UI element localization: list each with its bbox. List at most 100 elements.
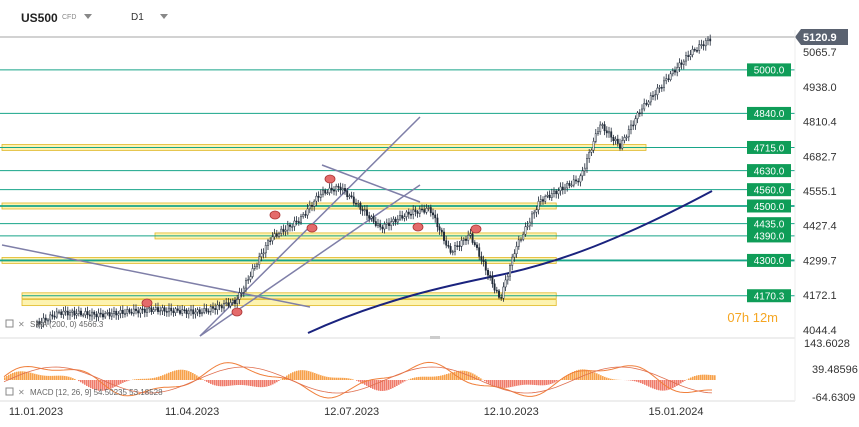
macd-histogram-bar (98, 380, 100, 391)
candle-body (227, 302, 230, 307)
candle-body (438, 226, 441, 231)
macd-histogram-bar (384, 380, 386, 391)
macd-histogram-bar (440, 375, 442, 380)
candle-body (161, 307, 164, 312)
macd-histogram-bar (708, 374, 710, 380)
candle-body (425, 208, 428, 213)
candle-body (403, 216, 406, 219)
level-label-box (747, 63, 791, 77)
indicator-settings-icon[interactable] (5, 319, 14, 328)
macd-histogram-bar (448, 373, 450, 380)
macd-histogram-bar (282, 378, 284, 380)
trend-line[interactable] (321, 164, 421, 203)
pivot-marker[interactable] (269, 210, 281, 220)
instrument-type: CFD (62, 14, 77, 21)
macd-histogram-bar (534, 380, 536, 386)
macd-histogram-bar (490, 380, 492, 385)
macd-histogram-bar (116, 380, 118, 386)
candle-body (502, 286, 505, 299)
macd-histogram-bar (388, 380, 390, 390)
candle-body (361, 209, 364, 212)
panel-resize-handle[interactable] (430, 336, 440, 339)
candle-body (181, 309, 184, 314)
candle-body (366, 209, 368, 216)
candle-body (337, 185, 340, 188)
candle-body (126, 309, 129, 314)
last-price-marker (795, 29, 848, 45)
candle-body (557, 190, 560, 195)
candle-body (124, 313, 126, 315)
pivot-marker[interactable] (306, 223, 318, 233)
macd-histogram-bar (134, 379, 136, 380)
macd-histogram-bar (412, 378, 414, 380)
macd-histogram-bar (190, 372, 192, 380)
timeframe-dropdown-chevron-icon[interactable] (160, 14, 168, 19)
trend-line[interactable] (1, 244, 311, 308)
timeframe-selector[interactable]: D1 (131, 12, 144, 23)
macd-histogram-bar (612, 379, 614, 380)
candle-body (359, 202, 362, 210)
macd-histogram-bar (236, 380, 238, 386)
pivot-marker[interactable] (412, 222, 424, 232)
macd-histogram-bar (392, 380, 394, 389)
macd-histogram-bar (556, 380, 558, 382)
macd-histogram-bar (630, 380, 632, 381)
macd-histogram-bar (294, 371, 296, 380)
macd-histogram-bar (160, 375, 162, 380)
candle-body (513, 253, 516, 258)
macd-histogram-bar (446, 374, 448, 380)
candle-body (524, 226, 527, 235)
candle-body (203, 308, 206, 313)
symbol-dropdown-chevron-icon[interactable] (84, 14, 92, 19)
candle-body (394, 218, 397, 223)
candle-body (685, 55, 687, 62)
candle-body (691, 49, 694, 56)
candle-body (106, 312, 109, 314)
macd-histogram-bar (430, 376, 432, 380)
macd-histogram-bar (6, 375, 8, 380)
candle-body (421, 208, 423, 211)
macd-histogram-bar (496, 380, 498, 388)
macd-histogram-bar (74, 378, 76, 380)
candle-body (467, 234, 470, 241)
macd-histogram-bar (102, 380, 104, 391)
macd-settings-icon[interactable] (5, 387, 14, 396)
macd-histogram-bar (298, 370, 300, 380)
pivot-marker[interactable] (141, 298, 153, 308)
macd-histogram-bar (50, 375, 52, 380)
candle-body (627, 129, 630, 138)
macd-histogram-bar (522, 380, 524, 385)
macd-histogram-bar (308, 371, 310, 380)
candle-body (630, 124, 632, 130)
macd-histogram-bar (316, 373, 318, 380)
candle-body (212, 306, 214, 309)
candle-body (368, 215, 371, 219)
pivot-marker[interactable] (470, 224, 482, 234)
macd-histogram-bar (200, 378, 202, 380)
macd-histogram-bar (120, 380, 122, 384)
candle-body (645, 103, 648, 105)
macd-histogram-bar (248, 380, 250, 386)
macd-histogram-bar (238, 380, 240, 385)
candle-body (621, 140, 624, 149)
macd-histogram-bar (528, 380, 530, 385)
macd-histogram-bar (118, 380, 120, 385)
candle-body (304, 214, 307, 216)
level-label-box (747, 183, 791, 197)
macd-histogram-bar (514, 380, 516, 387)
indicator-close-icon: ✕ (18, 320, 25, 329)
macd-histogram-bar (602, 376, 604, 380)
candle-body (399, 215, 401, 220)
candle-body (60, 311, 63, 315)
macd-histogram-bar (656, 380, 658, 390)
macd-histogram-bar (62, 375, 64, 380)
macd-histogram-bar (142, 378, 144, 380)
pivot-marker[interactable] (324, 174, 336, 184)
macd-histogram-bar (548, 380, 550, 385)
candle-body (260, 253, 263, 258)
candle-body (117, 313, 120, 316)
candle-body (121, 309, 124, 314)
pivot-marker[interactable] (231, 307, 243, 317)
symbol-name[interactable]: US500 (21, 11, 58, 25)
